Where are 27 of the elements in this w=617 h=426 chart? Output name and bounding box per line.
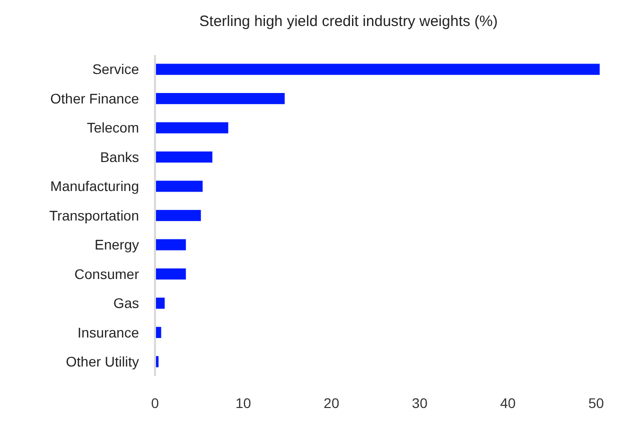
bar bbox=[155, 268, 186, 280]
y-tick-label: Other Utility bbox=[66, 354, 139, 370]
bar bbox=[155, 64, 600, 75]
y-tick-label: Service bbox=[92, 61, 140, 78]
y-tick-label: Gas bbox=[113, 295, 139, 312]
chart-title: Sterling high yield credit industry weights (%) bbox=[199, 13, 498, 30]
bar bbox=[155, 239, 186, 250]
x-tick-label: 20 bbox=[324, 395, 340, 411]
bar bbox=[155, 210, 201, 222]
y-tick-label: Other Finance bbox=[50, 90, 140, 106]
x-tick-label: 10 bbox=[235, 395, 252, 411]
bar bbox=[155, 122, 228, 134]
bar bbox=[155, 298, 165, 309]
y-tick-label: Insurance bbox=[78, 324, 140, 340]
y-tick-label: Manufacturing bbox=[50, 178, 139, 194]
y-tick-label: Consumer bbox=[74, 266, 140, 282]
x-tick-label: 30 bbox=[412, 395, 428, 411]
bar bbox=[155, 151, 212, 163]
y-tick-label: Telecom bbox=[86, 120, 139, 136]
bar bbox=[155, 93, 285, 104]
x-tick-label: 0 bbox=[151, 395, 160, 411]
x-tick-label: 40 bbox=[500, 395, 516, 411]
y-tick-label: Banks bbox=[100, 148, 139, 165]
y-tick-label: Transportation bbox=[49, 207, 139, 224]
bar bbox=[155, 180, 203, 192]
x-tick-label: 50 bbox=[588, 395, 604, 411]
y-tick-label: Energy bbox=[94, 236, 139, 253]
